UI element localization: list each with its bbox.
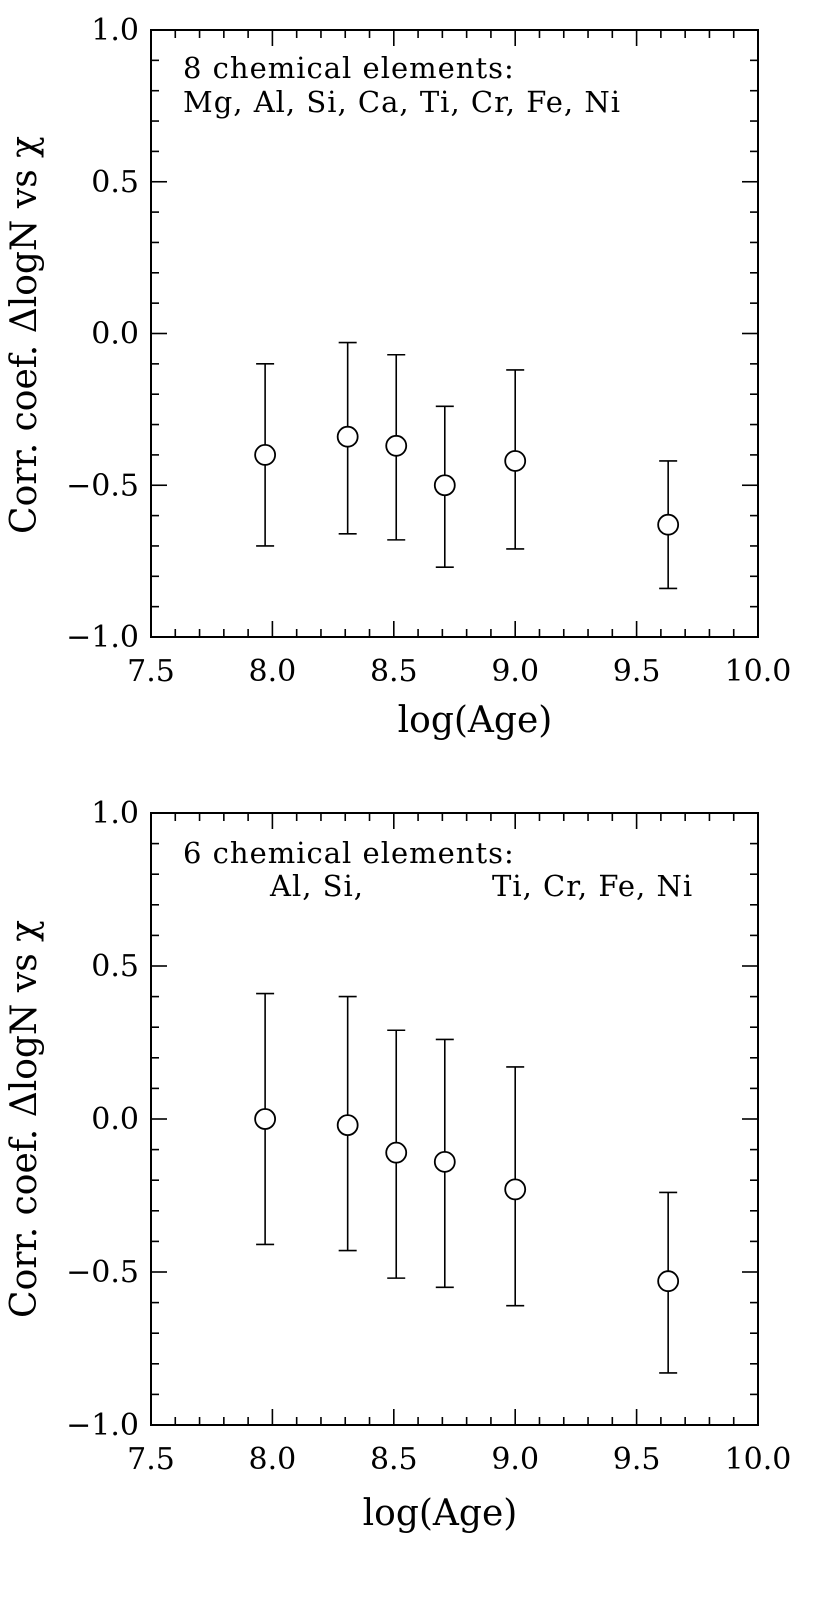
- annotation-line1: 6 chemical elements:: [183, 836, 515, 870]
- data-point: [433, 1150, 456, 1173]
- annotation-line2: Mg, Al, Si, Ca, Ti, Cr, Fe, Ni: [183, 85, 621, 119]
- top-panel: 7.5 8.0 8.5 9.0 9.5 10.0 1.0 0.5 0.0 −0.5 −1.0 8 c…: [4, 13, 791, 741]
- x-tick-label: 10.0: [725, 1442, 792, 1477]
- data-point: [254, 1108, 277, 1130]
- data-point: [385, 1141, 408, 1164]
- plot-frame: [150, 29, 759, 638]
- y-axis-title: Corr. coef. ΔlogN vs χ: [4, 136, 45, 534]
- y-tick-label: 1.0: [91, 796, 139, 831]
- x-tick-label: 8.5: [370, 1442, 418, 1477]
- x-tick-label: 8.0: [249, 654, 297, 689]
- annotation-line2a: Al, Si,: [269, 869, 364, 903]
- data-points: [254, 992, 680, 1374]
- data-point: [385, 434, 408, 457]
- x-tick-label: 9.5: [613, 1442, 661, 1477]
- x-tick-label: 9.0: [491, 1442, 539, 1477]
- axis-ticks: [150, 29, 759, 638]
- x-tick-label: 8.0: [249, 1442, 297, 1477]
- x-axis-title: log(Age): [398, 700, 553, 741]
- y-tick-label: 0.5: [91, 165, 139, 200]
- tick-labels: 7.5 8.0 8.5 9.0 9.5 10.0 1.0 0.5 0.0 −0.5 −1.0: [66, 796, 791, 1477]
- y-tick-label: 0.0: [91, 317, 139, 352]
- annotation-line1: 8 chemical elements:: [183, 51, 515, 85]
- x-tick-label: 9.5: [613, 654, 661, 689]
- x-tick-label: 7.5: [127, 1442, 175, 1477]
- y-tick-label: 0.5: [91, 949, 139, 984]
- data-point: [433, 474, 456, 497]
- tick-labels: 7.5 8.0 8.5 9.0 9.5 10.0 1.0 0.5 0.0 −0.5 −1.0: [66, 13, 791, 689]
- y-tick-label: 0.0: [91, 1102, 139, 1137]
- y-tick-label: −0.5: [66, 1255, 139, 1290]
- y-tick-label: −1.0: [66, 620, 139, 655]
- x-tick-label: 10.0: [725, 654, 792, 689]
- annotation-line2b: Ti, Cr, Fe, Ni: [492, 869, 693, 903]
- x-axis-title: log(Age): [363, 1493, 518, 1534]
- data-point: [336, 425, 359, 448]
- data-point: [657, 513, 680, 536]
- data-points: [254, 341, 680, 590]
- y-tick-label: −1.0: [66, 1408, 139, 1443]
- data-point: [657, 1270, 680, 1293]
- axis-ticks: [150, 812, 759, 1426]
- x-tick-label: 8.5: [370, 654, 418, 689]
- bottom-panel: 7.5 8.0 8.5 9.0 9.5 10.0 1.0 0.5 0.0 −0.5 −1.0 6 c…: [4, 796, 791, 1534]
- plot-frame: [150, 812, 759, 1426]
- y-tick-label: −0.5: [66, 468, 139, 503]
- data-point: [504, 450, 527, 472]
- data-point: [504, 1178, 527, 1201]
- x-tick-label: 9.0: [491, 654, 539, 689]
- y-axis-title: Corr. coef. ΔlogN vs χ: [4, 920, 45, 1318]
- y-tick-label: 1.0: [91, 13, 139, 48]
- data-point: [254, 443, 277, 466]
- data-point: [336, 1114, 359, 1137]
- x-tick-label: 7.5: [127, 654, 175, 689]
